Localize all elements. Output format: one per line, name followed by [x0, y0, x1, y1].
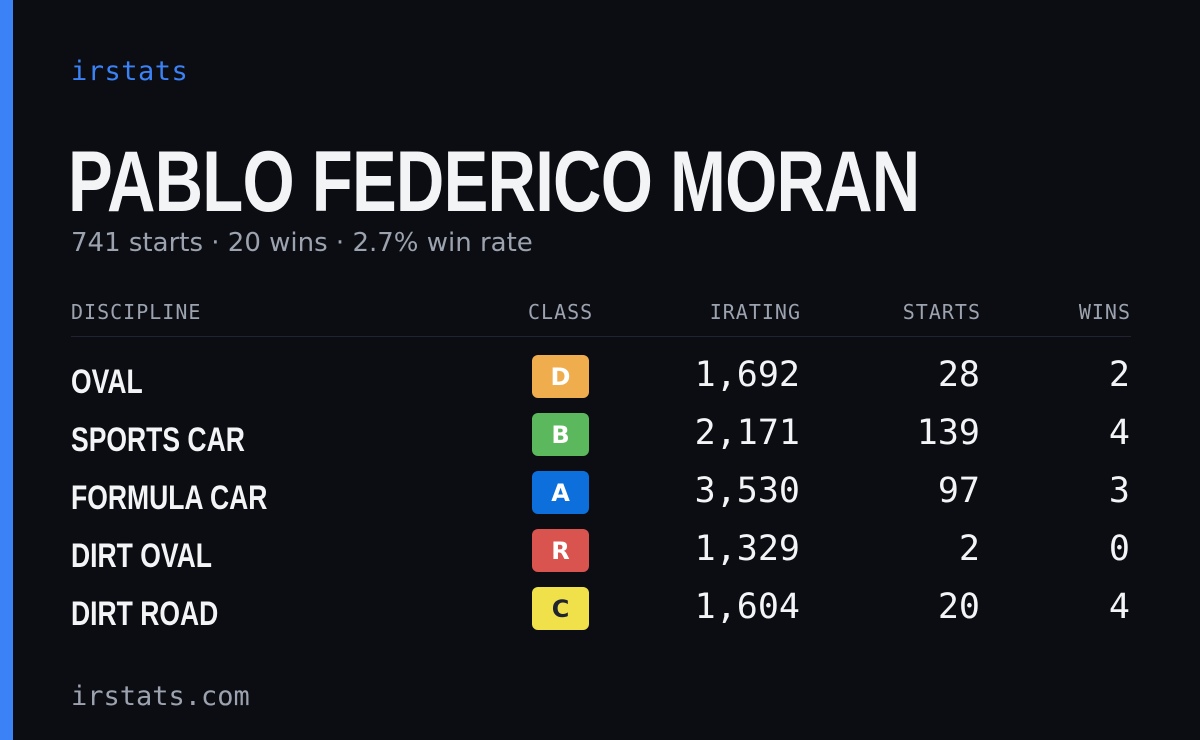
irating-value: 2,171: [694, 413, 800, 453]
wins-value: 3: [1108, 471, 1130, 511]
discipline-name: DIRT ROAD: [71, 595, 219, 633]
license-class-badge: D: [532, 355, 589, 398]
wins-value: 4: [1108, 587, 1130, 627]
wins-value: 2: [1108, 355, 1130, 395]
accent-bar: [0, 0, 13, 740]
wins-value: 4: [1108, 413, 1130, 453]
starts-value: 97: [937, 471, 980, 511]
starts-value: 28: [937, 355, 980, 395]
driver-summary: 741 starts · 20 wins · 2.7% win rate: [71, 228, 533, 258]
starts-value: 139: [916, 413, 980, 453]
header-wins: WINS: [1078, 300, 1131, 324]
table-row: DIRT ROAD C 1,604 20 4: [71, 585, 1131, 643]
irating-value: 3,530: [694, 471, 800, 511]
table-row: SPORTS CAR B 2,171 139 4: [71, 411, 1131, 469]
footer-url: irstats.com: [71, 681, 250, 712]
irating-value: 1,604: [694, 587, 800, 627]
irating-value: 1,692: [694, 355, 800, 395]
license-class-badge: C: [532, 587, 589, 630]
license-class-badge: A: [532, 471, 589, 514]
table-row: FORMULA CAR A 3,530 97 3: [71, 469, 1131, 527]
table-body: OVAL D 1,692 28 2 SPORTS CAR B 2,171 139…: [71, 353, 1131, 643]
stats-table: DISCIPLINE CLASS IRATING STARTS WINS OVA…: [71, 296, 1131, 643]
header-irating: IRATING: [709, 300, 801, 324]
header-starts: STARTS: [902, 300, 981, 324]
brand-logo: irstats: [71, 56, 189, 87]
starts-value: 20: [937, 587, 980, 627]
table-row: OVAL D 1,692 28 2: [71, 353, 1131, 411]
header-discipline: DISCIPLINE: [71, 300, 202, 324]
discipline-name: OVAL: [71, 363, 143, 401]
header-class: CLASS: [528, 300, 594, 324]
wins-value: 0: [1108, 529, 1130, 569]
discipline-name: FORMULA CAR: [71, 479, 268, 517]
license-class-badge: B: [532, 413, 589, 456]
table-row: DIRT OVAL R 1,329 2 0: [71, 527, 1131, 585]
irating-value: 1,329: [694, 529, 800, 569]
discipline-name: DIRT OVAL: [71, 537, 212, 575]
license-class-badge: R: [532, 529, 589, 572]
driver-name: PABLO FEDERICO MORAN: [68, 134, 920, 230]
starts-value: 2: [958, 529, 980, 569]
table-header: DISCIPLINE CLASS IRATING STARTS WINS: [71, 296, 1131, 337]
discipline-name: SPORTS CAR: [71, 421, 245, 459]
